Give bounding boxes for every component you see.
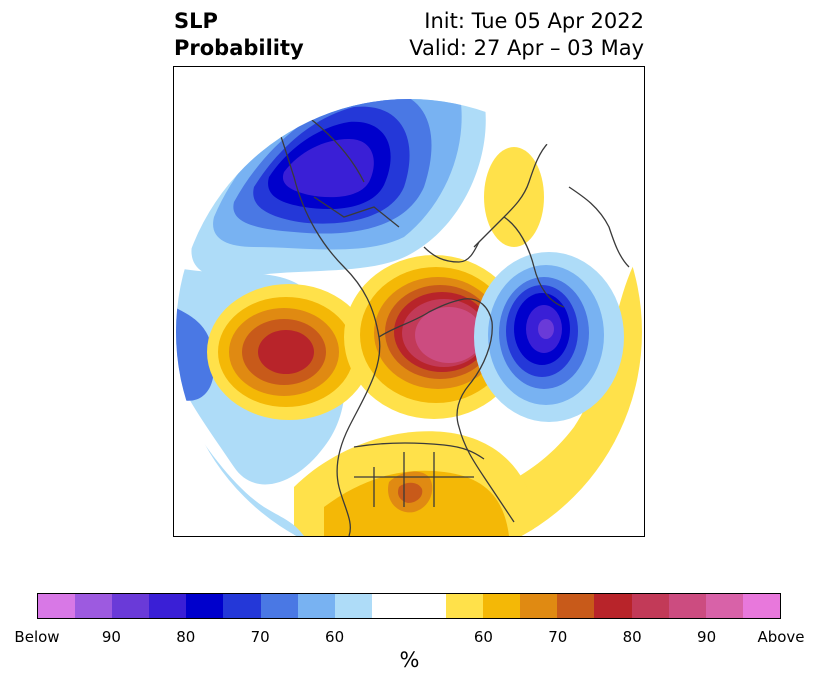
colorbar-cell	[334, 594, 372, 618]
colorbar-tick-label: Below	[14, 628, 60, 646]
init-date: Init: Tue 05 Apr 2022	[424, 9, 644, 33]
colorbar-cell	[149, 594, 187, 618]
polar-map	[173, 66, 645, 537]
colorbar-tick-label: 60	[325, 628, 345, 646]
colorbar-tick-label: 90	[697, 628, 717, 646]
colorbar-cell	[705, 594, 743, 618]
anomaly-high-alaska	[207, 284, 371, 420]
colorbar-cell	[186, 594, 224, 618]
valid-range: Valid: 27 Apr – 03 May	[409, 36, 644, 60]
anomaly-low-atlantic	[474, 252, 624, 422]
colorbar-cell	[371, 594, 447, 618]
title-variable: SLP	[174, 9, 218, 33]
colorbar-cell	[742, 594, 780, 618]
colorbar-cell	[668, 594, 706, 618]
title-type: Probability	[174, 36, 304, 60]
colorbar-unit: %	[399, 648, 420, 672]
chart-title-left: SLP Probability	[174, 8, 304, 62]
colorbar-tick-label: 80	[176, 628, 196, 646]
anomaly-low-bering	[191, 99, 486, 278]
colorbar-cell	[223, 594, 261, 618]
colorbar-tick-label: 90	[101, 628, 121, 646]
chart-title-right: Init: Tue 05 Apr 2022 Valid: 27 Apr – 03…	[409, 8, 644, 62]
colorbar-cell	[38, 594, 76, 618]
colorbar-cell	[75, 594, 113, 618]
colorbar-cell	[260, 594, 298, 618]
colorbar-cell	[297, 594, 335, 618]
colorbar-tick-label: 80	[622, 628, 642, 646]
colorbar-cell	[594, 594, 632, 618]
colorbar-tick-label: 70	[548, 628, 568, 646]
colorbar-cell	[446, 594, 484, 618]
colorbar	[37, 593, 781, 619]
colorbar-cell	[520, 594, 558, 618]
colorbar-tick-label: 60	[473, 628, 493, 646]
colorbar-cell	[483, 594, 521, 618]
colorbar-tick-labels: Below 90 80 70 60 60 70 80 90 Above	[0, 628, 819, 646]
colorbar-cell	[631, 594, 669, 618]
colorbar-cell	[112, 594, 150, 618]
colorbar-cell	[557, 594, 595, 618]
colorbar-tick-label: 70	[250, 628, 270, 646]
map-svg	[176, 99, 642, 536]
colorbar-tick-label: Above	[757, 628, 805, 646]
